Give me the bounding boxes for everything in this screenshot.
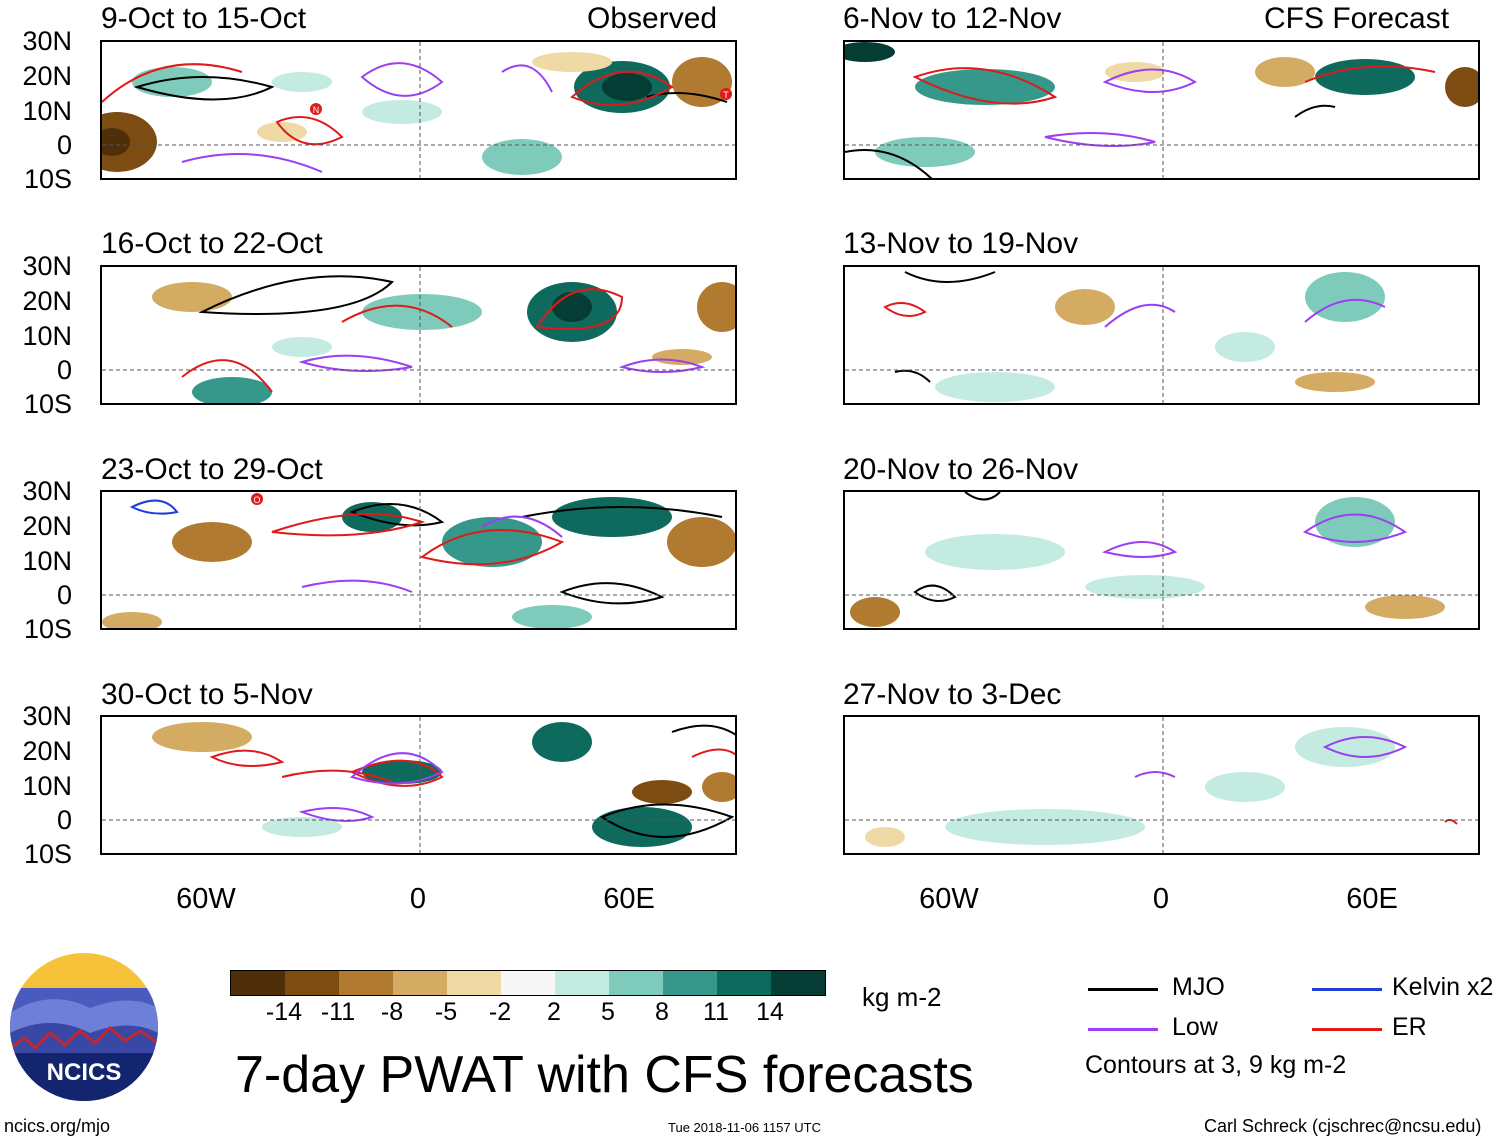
legend-low-label: Low [1172,1013,1218,1041]
lat-label-0: 0 [56,580,72,610]
lon-label-60w: 60W [919,883,979,915]
map-panel-obs-1: N T [100,40,737,180]
panel-title-obs-3: 23-Oct to 29-Oct [101,453,323,486]
lat-label-20n: 20N [22,511,72,541]
colorbar-unit: kg m-2 [862,982,942,1012]
logo-text: NCICS [47,1059,122,1086]
colorbar-swatch [231,971,285,995]
colorbar-swatch [771,971,825,995]
colorbar-tick-label: 8 [655,998,669,1026]
map-panel-obs-3: O [100,490,737,630]
map-panel-fc-4 [843,715,1480,855]
lat-label-0: 0 [56,805,72,835]
lat-label-0: 0 [56,355,72,385]
storm-marker-n-label: N [313,105,320,115]
panel-title-obs-1: 9-Oct to 15-Oct [101,2,307,35]
panel-title-fc-4: 27-Nov to 3-Dec [843,678,1062,711]
colorbar-tick-label: -11 [320,998,356,1026]
lat-label-10s: 10S [23,389,72,419]
legend-kelvin-line [1312,988,1382,991]
colorbar-swatch [393,971,447,995]
map-panel-obs-2 [100,265,737,405]
legend-kelvin-label: Kelvin x2 [1392,973,1494,1001]
panel-title-fc-1: 6-Nov to 12-Nov [843,2,1062,35]
lat-label-10n: 10N [22,96,72,126]
timestamp: Tue 2018-11-06 1157 UTC [668,1120,821,1135]
lat-label-10s: 10S [23,164,72,194]
lon-label-0: 0 [1152,883,1170,915]
legend-low-line [1088,1028,1158,1031]
colorbar-swatch [285,971,339,995]
credit: Carl Schreck (cjschrec@ncsu.edu) [1204,1116,1482,1136]
observed-label: Observed [587,2,718,35]
storm-marker-t-label: T [723,90,729,100]
lat-label-20n: 20N [22,286,72,316]
colorbar [230,970,826,996]
colorbar-tick-label: -14 [265,998,303,1026]
lat-label-10n: 10N [22,546,72,576]
lat-label-30n: 30N [22,251,72,281]
colorbar-swatch [609,971,663,995]
ncics-logo: NCICS [10,953,158,1101]
legend-er-line [1312,1028,1382,1031]
contours-note: Contours at 3, 9 kg m-2 [1085,1051,1347,1079]
colorbar-tick-label: 11 [703,998,729,1026]
legend-mjo-line [1088,988,1158,991]
colorbar-tick-label: 14 [756,998,784,1026]
lat-label-10n: 10N [22,771,72,801]
lat-label-0: 0 [56,130,72,160]
map-panel-fc-3 [843,490,1480,630]
map-panel-fc-1 [843,40,1480,180]
storm-marker-t [720,88,732,100]
colorbar-tick-label: -2 [488,998,512,1026]
colorbar-tick-label: 2 [547,998,561,1026]
lat-label-30n: 30N [22,476,72,506]
panel-title-obs-2: 16-Oct to 22-Oct [101,227,323,260]
colorbar-swatch [717,971,771,995]
lat-label-10s: 10S [23,839,72,869]
lat-label-10s: 10S [23,614,72,644]
panel-title-fc-2: 13-Nov to 19-Nov [843,227,1079,260]
legend-er-label: ER [1392,1013,1427,1041]
lat-label-30n: 30N [22,26,72,56]
forecast-label: CFS Forecast [1264,2,1450,35]
map-panel-obs-4 [100,715,737,855]
lat-label-20n: 20N [22,736,72,766]
storm-marker-o-label: O [253,495,260,505]
colorbar-tick-label: 5 [601,998,615,1026]
colorbar-tick-label: -8 [380,998,404,1026]
colorbar-swatch [663,971,717,995]
lon-label-60w: 60W [176,883,236,915]
lat-label-10n: 10N [22,321,72,351]
panel-title-obs-4: 30-Oct to 5-Nov [101,678,313,711]
colorbar-tick-label: -5 [434,998,458,1026]
panel-title-fc-3: 20-Nov to 26-Nov [843,453,1079,486]
colorbar-swatch [555,971,609,995]
storm-marker-o [251,493,263,505]
colorbar-swatch [339,971,393,995]
map-panel-fc-2 [843,265,1480,405]
storm-marker-n [310,103,322,115]
legend-mjo-label: MJO [1172,973,1225,1001]
lat-label-20n: 20N [22,61,72,91]
lon-label-60e: 60E [1346,883,1398,915]
main-title: 7-day PWAT with CFS forecasts [235,1046,974,1104]
colorbar-swatch [447,971,501,995]
lon-label-60e: 60E [603,883,655,915]
colorbar-swatch [501,971,555,995]
website-link[interactable]: ncics.org/mjo [4,1116,111,1136]
lon-label-0: 0 [409,883,427,915]
lat-label-30n: 30N [22,701,72,731]
